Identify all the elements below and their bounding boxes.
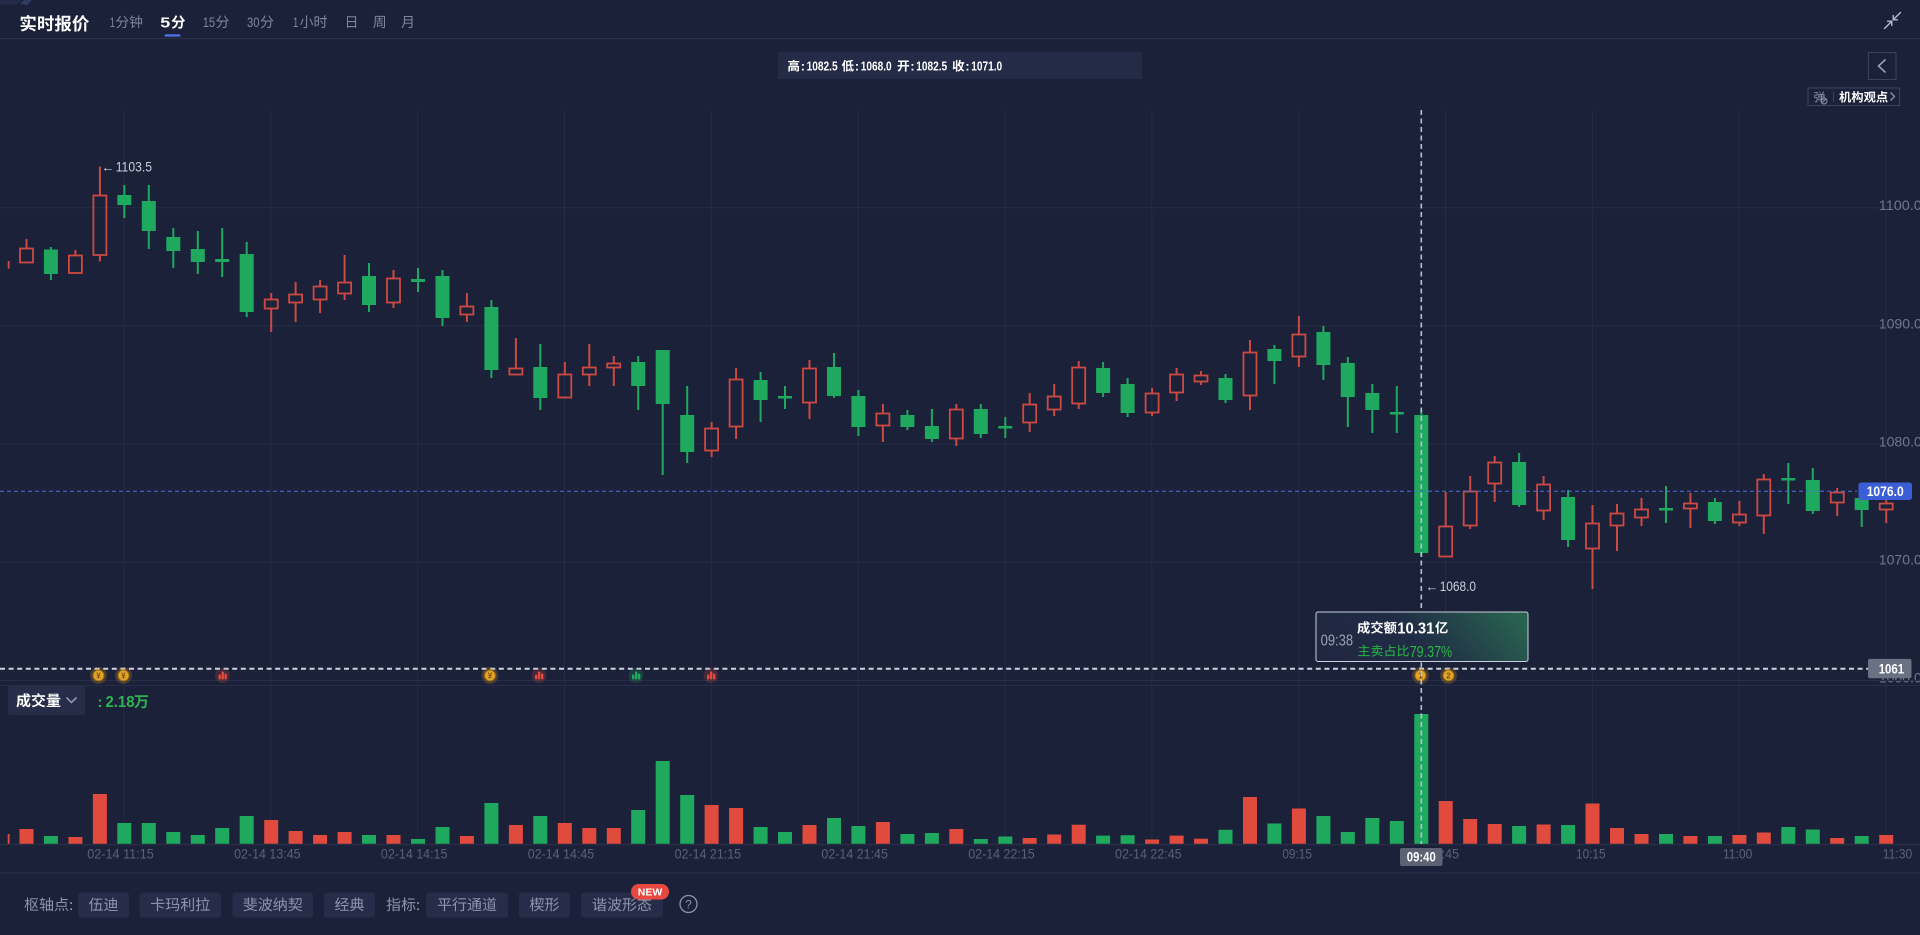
svg-text:09:40: 09:40 [1407, 850, 1436, 865]
svg-text:1076.0: 1076.0 [1867, 483, 1904, 499]
svg-text:02-14 21:45: 02-14 21:45 [821, 845, 888, 861]
svg-text:02-14 14:15: 02-14 14:15 [381, 845, 448, 861]
svg-text:15: 15 [203, 14, 216, 30]
svg-text:1061: 1061 [1879, 661, 1905, 677]
svg-text:←: ← [1426, 579, 1439, 594]
svg-text:1103.5: 1103.5 [116, 158, 152, 174]
svg-text:1090.0: 1090.0 [1879, 315, 1920, 331]
svg-text:NEW: NEW [638, 887, 663, 899]
svg-text:1082.5: 1082.5 [916, 60, 947, 74]
svg-text:11:00: 11:00 [1723, 845, 1753, 861]
svg-text:02-14 22:15: 02-14 22:15 [968, 845, 1035, 861]
svg-text:2: 2 [1446, 672, 1451, 681]
svg-text:09:15: 09:15 [1282, 845, 1312, 861]
svg-text:02-14 21:15: 02-14 21:15 [675, 845, 742, 861]
svg-text:1082.5: 1082.5 [807, 60, 838, 74]
svg-text:←: ← [102, 159, 115, 174]
svg-text:1080.0: 1080.0 [1879, 433, 1920, 449]
svg-text:30: 30 [247, 14, 260, 30]
svg-text::: : [965, 60, 969, 74]
svg-text::: : [910, 60, 914, 74]
svg-text:5: 5 [160, 15, 170, 32]
svg-text:1071.0: 1071.0 [971, 60, 1002, 74]
svg-text:1100.0: 1100.0 [1879, 197, 1920, 213]
svg-text:02-14 13:45: 02-14 13:45 [234, 845, 301, 861]
svg-text:¥: ¥ [488, 672, 493, 681]
svg-text::45: :45 [1442, 845, 1460, 861]
svg-text:1: 1 [293, 14, 298, 30]
svg-text:2.18: 2.18 [106, 694, 135, 711]
svg-text:1070.0: 1070.0 [1879, 552, 1920, 568]
svg-text:¥: ¥ [121, 672, 126, 681]
svg-text:10.31: 10.31 [1397, 621, 1434, 638]
svg-text:11:30: 11:30 [1883, 845, 1913, 861]
svg-text::: : [98, 694, 103, 711]
svg-text:1: 1 [110, 14, 115, 30]
svg-text:10:15: 10:15 [1576, 845, 1606, 861]
svg-text:02-14 22:45: 02-14 22:45 [1115, 845, 1182, 861]
svg-text:?: ? [685, 898, 692, 912]
svg-text:02-14 11:15: 02-14 11:15 [87, 845, 154, 861]
svg-text::: : [801, 60, 805, 74]
svg-text:09:38: 09:38 [1321, 633, 1354, 650]
svg-text:1068.0: 1068.0 [1440, 578, 1476, 594]
svg-text:1068.0: 1068.0 [861, 60, 892, 74]
svg-text::: : [855, 60, 859, 74]
svg-text:¥: ¥ [96, 672, 101, 681]
svg-text:79.37%: 79.37% [1410, 644, 1453, 661]
svg-text:02-14 14:45: 02-14 14:45 [528, 845, 595, 861]
